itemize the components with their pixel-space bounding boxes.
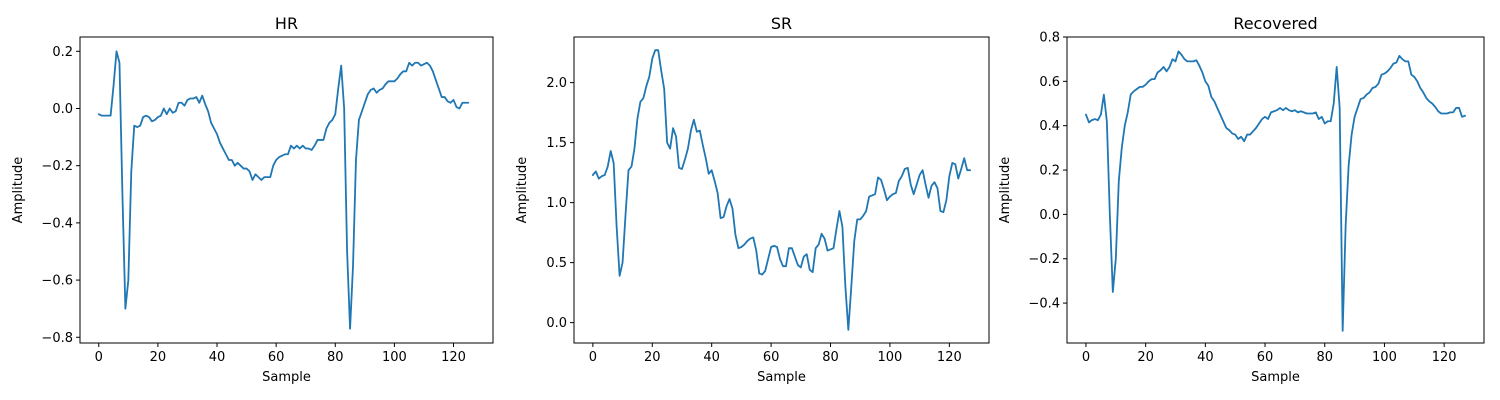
x-axis-label: Sample (757, 370, 806, 385)
x-tick-label: 0 (589, 350, 597, 365)
y-axis-label: Amplitude (515, 157, 530, 224)
y-tick-label: 0.4 (1039, 119, 1060, 134)
y-tick-label: 1.0 (546, 196, 567, 211)
y-axis-label: Amplitude (11, 157, 26, 224)
plot-frame (573, 36, 990, 344)
y-tick-label: −0.6 (41, 274, 73, 289)
x-tick-label: 100 (878, 350, 903, 365)
x-tick-label: 80 (1316, 350, 1333, 365)
y-tick-label: 0.0 (546, 316, 567, 331)
x-tick-label: 40 (1197, 350, 1214, 365)
chart-panel-1: SR 0 20 40 60 80 100 120 0.0 0.5 1.0 1.5 2.0 Sample Am… (515, 14, 990, 385)
y-tick-label: 2.0 (546, 76, 567, 91)
x-tick-label: 60 (1257, 350, 1274, 365)
chart-panel-2: Recovered 0 20 40 60 80 100 120 −0.4 −0.2 0.0 0.2 0.… (998, 14, 1485, 385)
series-line (97, 50, 470, 330)
y-tick-label: 0.0 (1039, 208, 1060, 223)
y-tick-label: 1.5 (546, 136, 567, 151)
x-axis-label: Sample (1251, 370, 1300, 385)
series-line (591, 49, 972, 331)
y-tick-label: 0.2 (52, 45, 73, 60)
x-tick-label: 0 (1082, 350, 1090, 365)
x-tick-label: 60 (268, 350, 285, 365)
plot-frame (79, 36, 494, 344)
y-tick-label: 0.2 (1039, 164, 1060, 179)
x-tick-label: 120 (1432, 350, 1457, 365)
chart-title: HR (275, 14, 298, 33)
chart-panel-0: HR 0 20 40 60 80 100 120 −0.8 −0.6 −0.4 −0.2 0.0 0.2 S… (11, 14, 494, 385)
x-tick-label: 80 (822, 350, 839, 365)
y-axis-label: Amplitude (998, 157, 1013, 224)
y-tick-label: −0.2 (41, 159, 73, 174)
x-tick-label: 40 (209, 350, 226, 365)
series-line (1085, 50, 1466, 332)
y-tick-label: −0.4 (41, 216, 73, 231)
chart-title: SR (771, 14, 792, 33)
y-tick-label: 0.5 (546, 256, 567, 271)
x-axis-label: Sample (262, 370, 311, 385)
x-tick-label: 100 (1372, 350, 1397, 365)
y-tick-label: −0.2 (1028, 252, 1060, 267)
x-tick-label: 100 (382, 350, 407, 365)
y-tick-label: −0.8 (41, 331, 73, 346)
x-tick-label: 20 (150, 350, 167, 365)
y-tick-label: 0.6 (1039, 75, 1060, 90)
x-tick-label: 120 (441, 350, 466, 365)
x-tick-label: 60 (763, 350, 780, 365)
x-tick-label: 80 (327, 350, 344, 365)
x-tick-label: 40 (703, 350, 720, 365)
x-tick-label: 0 (95, 350, 103, 365)
y-tick-label: −0.4 (1028, 297, 1060, 312)
x-tick-label: 20 (1137, 350, 1154, 365)
x-tick-label: 120 (937, 350, 962, 365)
x-tick-label: 20 (644, 350, 661, 365)
plot-frame (1066, 36, 1485, 344)
chart-title: Recovered (1233, 14, 1317, 33)
y-tick-label: 0.0 (52, 102, 73, 117)
y-tick-label: 0.8 (1039, 31, 1060, 46)
